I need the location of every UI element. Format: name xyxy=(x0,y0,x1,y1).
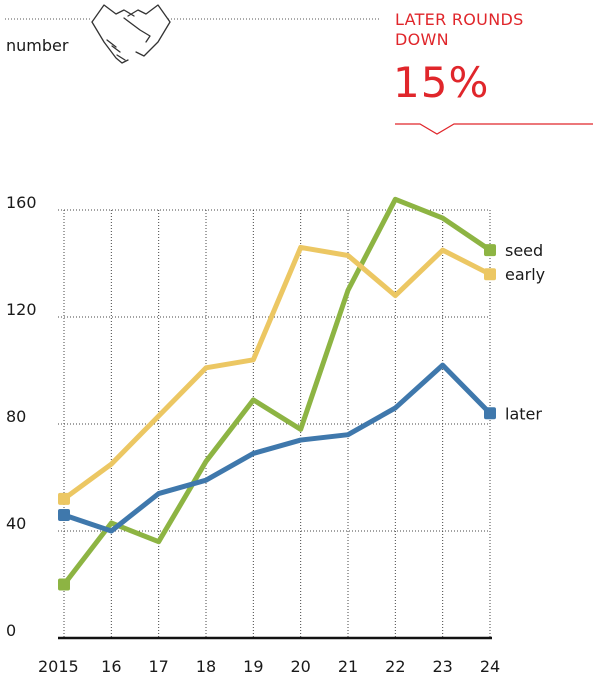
callout-title: LATER ROUNDS DOWN xyxy=(395,10,524,50)
x-tick-label: 2015 xyxy=(38,657,79,676)
y-tick-label: 40 xyxy=(6,514,26,533)
y-tick-label: 0 xyxy=(6,621,16,640)
series-label-later: later xyxy=(505,404,542,423)
x-tick-label: 21 xyxy=(338,657,358,676)
series-marker-later xyxy=(58,508,70,521)
handshake-icon xyxy=(91,4,171,64)
series-marker-seed xyxy=(484,244,496,257)
series-marker-seed xyxy=(58,578,70,591)
header-label: number xyxy=(6,36,69,55)
x-tick-label: 23 xyxy=(432,657,452,676)
series-marker-early xyxy=(58,492,70,505)
series-label-early: early xyxy=(505,265,545,284)
callout-title-line1: LATER ROUNDS xyxy=(395,10,524,29)
series-label-seed: seed xyxy=(505,241,543,260)
x-tick-label: 24 xyxy=(480,657,500,676)
y-tick-label: 120 xyxy=(6,300,37,319)
y-tick-label: 80 xyxy=(6,407,26,426)
x-tick-label: 16 xyxy=(101,657,121,676)
x-tick-label: 19 xyxy=(243,657,263,676)
x-tick-label: 18 xyxy=(196,657,216,676)
x-tick-label: 22 xyxy=(385,657,405,676)
y-tick-label: 160 xyxy=(6,193,37,212)
callout-value: 15% xyxy=(393,58,490,107)
series-line-early xyxy=(61,244,493,502)
series-line-seed xyxy=(61,196,493,587)
series-line-later xyxy=(61,362,493,534)
x-tick-label: 17 xyxy=(148,657,168,676)
series-marker-early xyxy=(484,268,496,281)
x-tick-label: 20 xyxy=(290,657,310,676)
callout-title-line2: DOWN xyxy=(395,30,449,49)
series-marker-later xyxy=(484,407,496,420)
callout-underline xyxy=(395,123,593,135)
